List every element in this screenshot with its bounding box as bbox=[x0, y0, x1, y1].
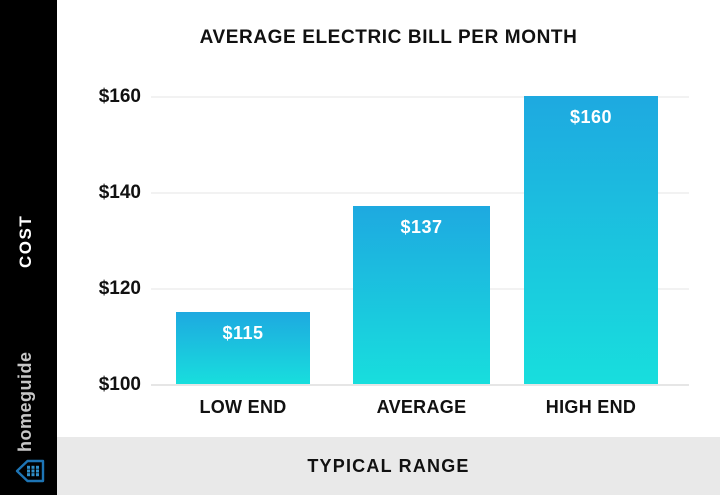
gridline-100-baseline bbox=[151, 384, 689, 386]
bar-value-label: $115 bbox=[222, 323, 264, 343]
bar-value-label: $137 bbox=[400, 217, 443, 238]
bar-high-end: $160 bbox=[524, 96, 658, 384]
typical-range-band: TYPICAL RANGE bbox=[57, 437, 720, 495]
y-tick-140: $140 bbox=[98, 182, 141, 203]
y-tick-160: $160 bbox=[98, 86, 141, 107]
homeguide-house-icon bbox=[14, 455, 46, 492]
gridline-160 bbox=[151, 96, 689, 98]
bar-low-end: $115 bbox=[176, 312, 310, 384]
x-label-high-end: HIGH END bbox=[545, 397, 637, 417]
bar-average: $137 bbox=[353, 206, 490, 384]
sidebar: COST homeguide bbox=[0, 0, 57, 495]
y-tick-120: $120 bbox=[98, 278, 141, 299]
brand-name: homeguide bbox=[15, 351, 35, 452]
x-label-low-end: LOW END bbox=[199, 397, 287, 417]
x-label-average: AVERAGE bbox=[376, 397, 467, 417]
bar-value-label: $160 bbox=[569, 107, 613, 127]
cost-axis-label: COST bbox=[16, 214, 35, 268]
chart-title: AVERAGE ELECTRIC BILL PER MONTH bbox=[199, 27, 578, 48]
y-tick-100: $100 bbox=[98, 374, 141, 395]
gridline-140 bbox=[151, 192, 689, 194]
